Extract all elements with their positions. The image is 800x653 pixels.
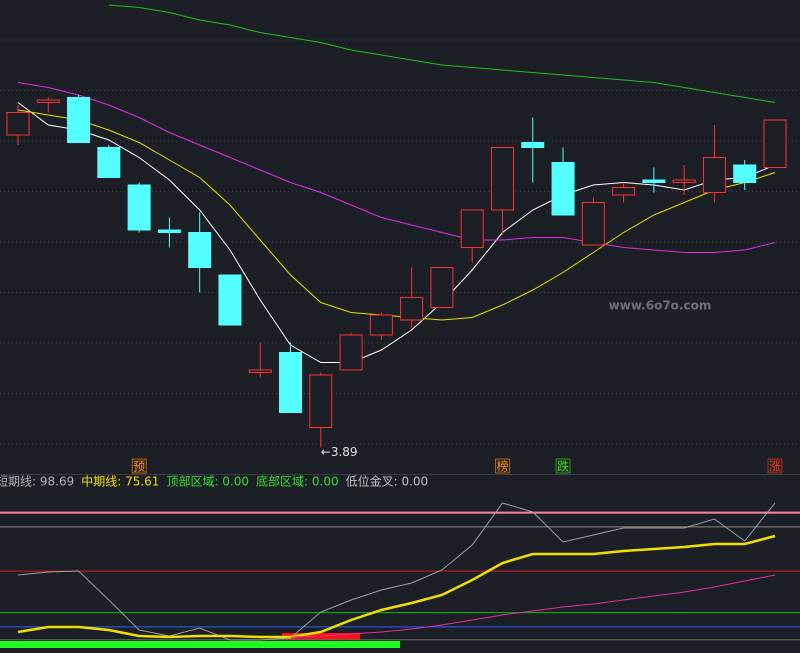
- indicator-line: [108, 4, 776, 103]
- low-annotation: ←3.89: [321, 445, 358, 459]
- candle-body: [6, 112, 30, 136]
- watermark: www.6o7o.com: [609, 299, 712, 313]
- legend-entry: 低位金叉: 0.00: [346, 474, 429, 489]
- candle-body: [67, 97, 91, 143]
- candle-body: [672, 179, 696, 183]
- candle-body: [188, 232, 212, 268]
- candle-body: [490, 147, 514, 211]
- candle-body: [127, 184, 151, 231]
- candle-body: [460, 209, 484, 248]
- indicator-line: [17, 102, 776, 363]
- signal-label: 预: [133, 460, 145, 474]
- signal-box: [555, 458, 571, 474]
- candle-body: [763, 119, 787, 168]
- candle-body: [430, 267, 454, 308]
- signal-box: [495, 458, 510, 474]
- indicator-line: [17, 82, 776, 253]
- indicator-line: [17, 109, 776, 321]
- candle-body: [521, 142, 545, 148]
- signal-bar: [0, 641, 400, 648]
- candle-body: [733, 164, 757, 183]
- signal-label: 榜: [496, 459, 508, 474]
- legend-entry: 短期线: 98.69: [0, 475, 74, 489]
- candle-body: [339, 334, 363, 371]
- candle-body: [248, 369, 272, 373]
- signal-box: [767, 458, 783, 474]
- candle-body: [279, 352, 303, 413]
- candle-body: [97, 147, 121, 178]
- candle-body: [702, 157, 726, 193]
- indicator-line: [290, 574, 776, 638]
- indicator-line: [17, 502, 776, 641]
- signal-box: [131, 458, 147, 474]
- signal-label: 涨: [769, 459, 781, 474]
- signal-bar: [282, 633, 360, 640]
- legend-entry: 顶部区域: 0.00: [166, 474, 249, 489]
- candle-body: [642, 179, 666, 183]
- indicator-line: [17, 534, 776, 639]
- legend-entry: 底部区域: 0.00: [256, 474, 339, 489]
- candle-body: [309, 374, 333, 428]
- candle-body: [581, 202, 605, 246]
- candle-body: [612, 187, 636, 196]
- candle-body: [218, 274, 242, 326]
- legend-entry: 中期线: 75.61: [81, 474, 159, 489]
- candle-body: [157, 229, 181, 233]
- candle-body: [551, 162, 575, 216]
- candle-body: [36, 99, 60, 103]
- signal-label: 跌: [557, 459, 569, 474]
- candle-body: [369, 314, 393, 336]
- candle-body: [400, 297, 424, 321]
